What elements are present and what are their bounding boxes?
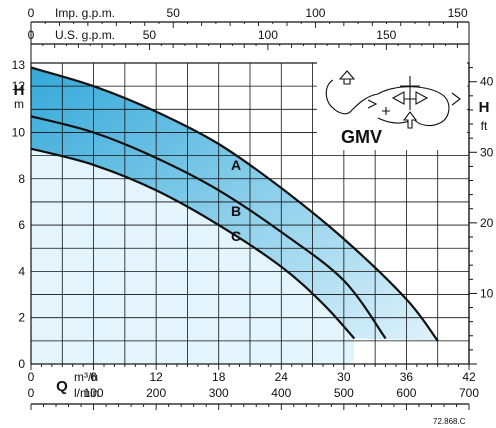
m3h-tick-label: 42 [462, 370, 476, 384]
lmin-tick-label: 100 [84, 386, 104, 400]
region-blank [354, 338, 438, 364]
series-c-line [30, 147, 356, 340]
us-axis-tick-label: 0 [28, 28, 35, 42]
lmin-tick-label: 300 [209, 386, 229, 400]
series-b-line [30, 115, 387, 340]
imp-axis-tick-label: 50 [167, 6, 181, 20]
lmin-tick-label: 400 [271, 386, 291, 400]
imp-axis-unit: Imp. g.p.m. [55, 6, 115, 20]
lmin-tick-label: 200 [146, 386, 166, 400]
m3h-tick-label: 0 [28, 370, 35, 384]
right-tick-label: 40 [480, 75, 494, 89]
m3h-tick-label: 30 [337, 370, 351, 384]
lmin-tick-label: 500 [334, 386, 354, 400]
left-axis-unit: m [14, 97, 24, 111]
left-tick-label: 2 [18, 311, 25, 325]
right-axis-label: H [479, 99, 490, 116]
m3h-unit: m³/h [74, 370, 98, 384]
imp-axis-tick-label: 100 [305, 6, 325, 20]
lmin-tick-label: 600 [396, 386, 416, 400]
m3h-tick-label: 12 [149, 370, 163, 384]
left-tick-label: 6 [18, 218, 25, 232]
curve-label-a: A [231, 157, 241, 173]
left-tick-label: 12 [12, 79, 26, 93]
right-tick-label: 30 [480, 145, 494, 159]
imp-axis-tick-label: 0 [28, 6, 35, 20]
lmin-unit: l/min [74, 386, 99, 400]
m3h-tick-label: 24 [275, 370, 289, 384]
left-tick-label: 13 [12, 58, 26, 72]
left-tick-label: 8 [18, 172, 25, 186]
left-tick-label: 10 [12, 125, 26, 139]
right-axis-unit: ft [481, 119, 488, 133]
lmin-tick-label: 700 [459, 386, 479, 400]
right-tick-label: 10 [480, 286, 494, 300]
left-axis-label: H [14, 82, 25, 99]
series-a-line [30, 66, 439, 342]
pump-diagram-icon [317, 60, 467, 150]
curve-label-c: C [231, 228, 241, 244]
model-name: GMV [341, 127, 382, 147]
m3h-tick-label: 36 [400, 370, 414, 384]
left-tick-label: 0 [18, 357, 25, 371]
left-tick-label: 4 [18, 264, 25, 278]
us-axis-unit: U.S. g.p.m. [55, 28, 115, 42]
drawing-code: 72.868.C [433, 417, 466, 426]
us-axis-tick-label: 50 [143, 28, 157, 42]
m3h-tick-label: 18 [212, 370, 226, 384]
imp-axis-tick-label: 150 [448, 6, 468, 20]
area-under-c [31, 148, 355, 364]
us-axis-tick-label: 150 [376, 28, 396, 42]
curve-label-b: B [231, 203, 241, 219]
bottom-axis-label: Q [56, 378, 68, 395]
right-tick-label: 20 [480, 216, 494, 230]
m3h-tick-label: 6 [90, 370, 97, 384]
us-axis-tick-label: 100 [258, 28, 278, 42]
lmin-tick-label: 0 [28, 386, 35, 400]
